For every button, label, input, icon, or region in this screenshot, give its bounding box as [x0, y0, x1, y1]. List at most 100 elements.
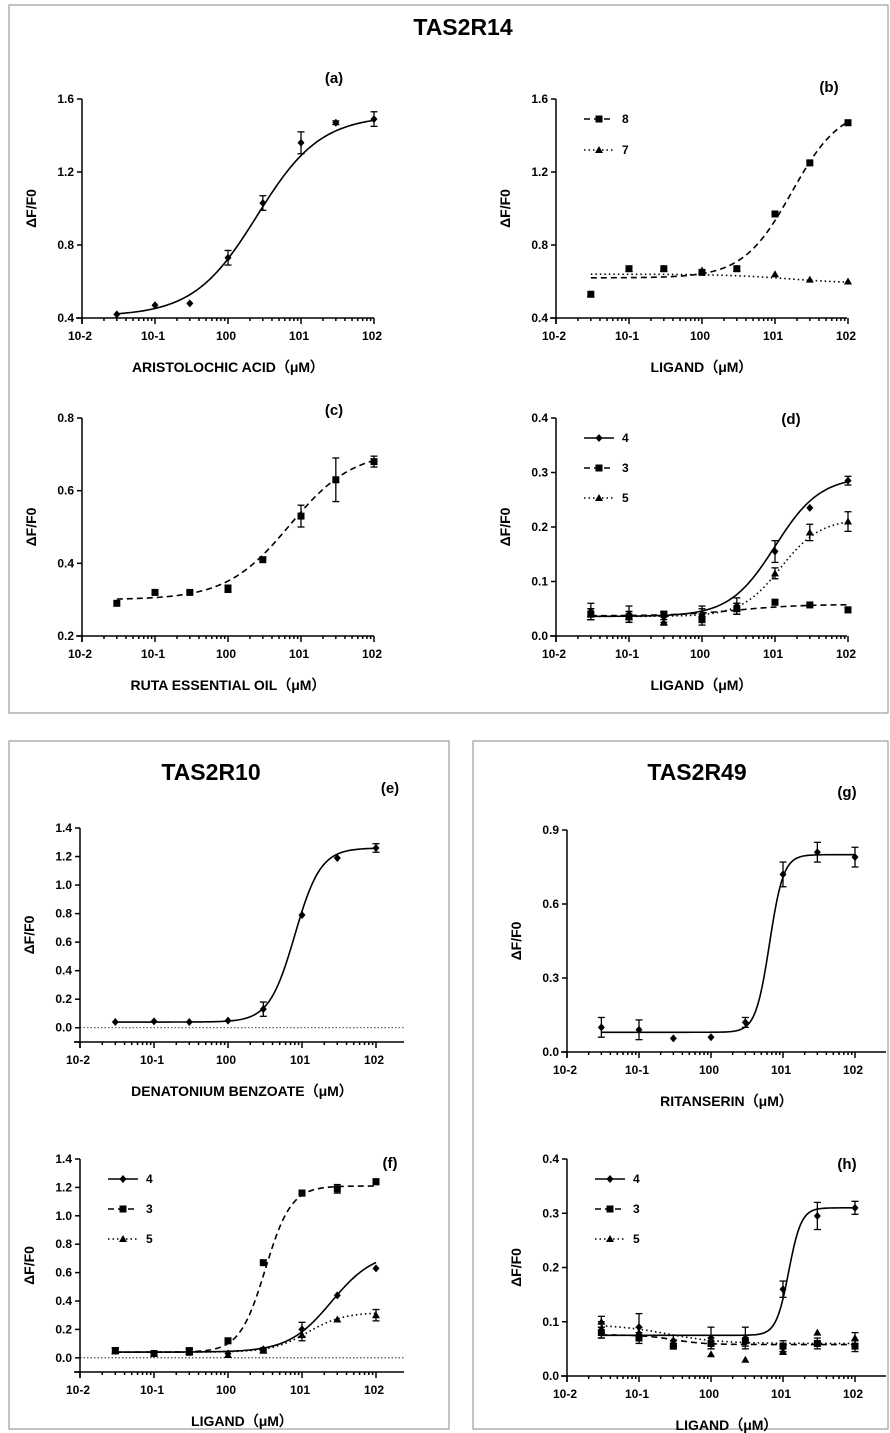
data-point — [224, 1350, 232, 1358]
x-tick-label: 100 — [690, 647, 710, 661]
panel-c: 0.2 0.4 0.6 0.8 10-2 10-1 100 101 102 RUTA ESSENT… — [23, 402, 382, 693]
x-tick-label: 10-2 — [553, 1387, 577, 1401]
y-tick-label: 0.1 — [542, 1315, 559, 1329]
legend-marker — [595, 115, 603, 123]
x-tick-label: 10-2 — [68, 647, 92, 661]
data-point — [151, 301, 159, 310]
y-tick-label: 0.6 — [57, 484, 74, 498]
panel-label: (e) — [381, 780, 399, 797]
x-tick-label: 102 — [364, 1383, 384, 1397]
legend-marker — [595, 494, 603, 501]
panel-label: (h) — [837, 1156, 856, 1173]
data-point — [259, 199, 267, 208]
x-tick-label: 102 — [843, 1387, 863, 1401]
title-tas2r10: TAS2R10 — [161, 759, 260, 785]
y-tick-label: 0.0 — [542, 1369, 559, 1383]
data-point — [844, 119, 852, 127]
data-point — [813, 1211, 821, 1220]
y-axis-label: ΔF/F0 — [497, 507, 513, 546]
panel-a: 0.4 0.8 1.2 1.6 10-2 10-1 100 101 102 ARISTOLOCHI… — [23, 70, 382, 375]
x-axis-label: ARISTOLOCHIC ACID（μM） — [132, 359, 324, 375]
x-axis-label: RUTA ESSENTIAL OIL（μM） — [131, 677, 326, 693]
panel-label: (b) — [819, 79, 838, 96]
title-tas2r49: TAS2R49 — [647, 759, 746, 785]
data-point — [185, 1348, 194, 1356]
data-point — [332, 476, 340, 484]
y-tick-label: 1.2 — [55, 1180, 72, 1194]
panel-label: (f) — [383, 1155, 398, 1172]
y-tick-label: 1.6 — [57, 92, 74, 106]
legend-label: 8 — [622, 112, 629, 126]
data-point — [224, 1337, 232, 1345]
y-tick-label: 0.3 — [542, 971, 559, 985]
x-tick-label: 10-1 — [615, 329, 639, 343]
legend: 4 3 5 — [108, 1172, 153, 1246]
y-tick-label: 0.6 — [55, 1266, 72, 1280]
tas2r49-frame — [472, 740, 889, 1430]
data-point — [635, 1025, 643, 1034]
y-tick-label: 0.6 — [55, 935, 72, 949]
data-point — [698, 610, 706, 618]
x-tick-label: 101 — [763, 329, 783, 343]
y-axis-label: ΔF/F0 — [21, 1246, 37, 1285]
series-main — [113, 111, 378, 319]
data-point — [372, 1311, 380, 1319]
data-point — [660, 610, 668, 618]
legend-label: 5 — [633, 1232, 640, 1246]
data-point — [111, 1018, 119, 1027]
panel-f: 0.0 0.2 0.4 0.6 0.8 1.0 1.2 1.4 10-2 10-1 100 101 10… — [21, 1152, 404, 1429]
fit-curve — [115, 1185, 377, 1353]
y-axis-label: ΔF/F0 — [497, 189, 513, 228]
fit-curve — [115, 847, 377, 1023]
y-tick-label: 0.4 — [55, 964, 72, 978]
data-point — [805, 275, 814, 283]
x-tick-label: 10-1 — [615, 647, 639, 661]
legend-label: 7 — [622, 143, 629, 157]
y-tick-label: 1.4 — [55, 821, 72, 835]
y-tick-label: 0.0 — [531, 629, 548, 643]
data-point — [813, 1328, 822, 1336]
data-point — [741, 1337, 749, 1345]
fit-curve — [116, 459, 375, 600]
y-tick-label: 0.2 — [57, 629, 74, 643]
data-point — [372, 1178, 380, 1186]
x-tick-label: 10-2 — [542, 647, 566, 661]
legend-marker — [606, 1175, 614, 1183]
data-point — [741, 1355, 750, 1363]
y-tick-label: 0.8 — [57, 411, 74, 425]
tas2r14-frame — [8, 4, 889, 714]
y-tick-label: 0.9 — [542, 823, 559, 837]
data-point — [333, 1291, 341, 1300]
x-tick-label: 100 — [699, 1063, 719, 1077]
panel-g: 0.0 0.3 0.6 0.9 10-2 10-1 100 101 102 RITANSERIN（… — [508, 784, 886, 1109]
title-tas2r14: TAS2R14 — [413, 14, 512, 40]
data-point — [259, 1346, 268, 1354]
panel-h: 0.0 0.1 0.2 0.3 0.4 10-2 10-1 100 101 102 LIGAND（μ… — [508, 1152, 886, 1433]
x-tick-label: 100 — [699, 1387, 719, 1401]
x-tick-label: 10-2 — [68, 329, 92, 343]
y-axis-label: ΔF/F0 — [21, 915, 37, 954]
x-axis-label: LIGAND（μM） — [651, 677, 753, 693]
legend-label: 3 — [633, 1202, 640, 1216]
data-point — [185, 1018, 193, 1027]
data-point — [259, 1259, 267, 1267]
legend-label: 4 — [622, 431, 629, 445]
x-tick-label: 10-2 — [542, 329, 566, 343]
y-tick-label: 0.2 — [542, 1261, 559, 1275]
y-tick-label: 0.1 — [531, 575, 548, 589]
y-tick-label: 0.2 — [55, 992, 72, 1006]
legend-marker — [606, 1235, 614, 1242]
series-5 — [111, 1308, 380, 1358]
data-point — [851, 1342, 859, 1350]
data-point — [851, 1334, 859, 1342]
panel-label: (d) — [781, 411, 800, 428]
data-point — [370, 115, 378, 124]
data-point — [806, 601, 814, 609]
x-axis-label: LIGAND（μM） — [676, 1417, 778, 1433]
data-point — [586, 610, 595, 618]
x-tick-label: 10-2 — [553, 1063, 577, 1077]
series-main — [113, 455, 378, 607]
y-tick-label: 0.4 — [57, 311, 74, 325]
data-point — [151, 588, 159, 596]
data-point — [771, 569, 779, 577]
